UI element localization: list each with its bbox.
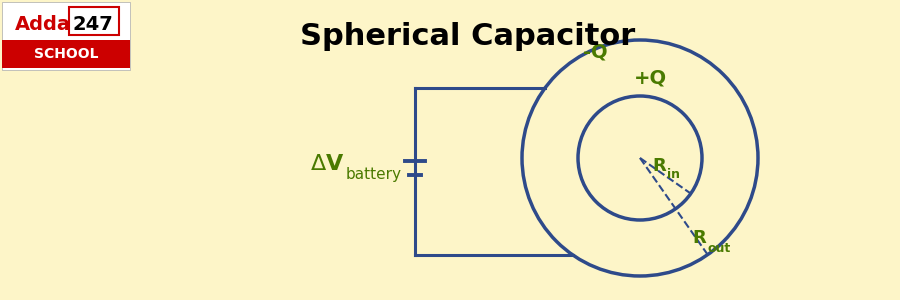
Text: 247: 247 (72, 15, 112, 34)
Text: SCHOOL: SCHOOL (34, 47, 98, 61)
Text: R: R (692, 229, 706, 247)
Text: in: in (667, 167, 680, 181)
Text: +Q: +Q (634, 68, 667, 88)
Text: -Q: -Q (582, 43, 608, 61)
Text: out: out (707, 242, 730, 254)
Text: battery: battery (346, 167, 402, 182)
Text: $\Delta$V: $\Delta$V (310, 154, 345, 174)
Text: Spherical Capacitor: Spherical Capacitor (300, 22, 635, 51)
Text: Adda: Adda (15, 15, 71, 34)
Text: R: R (652, 157, 666, 175)
FancyBboxPatch shape (2, 2, 130, 70)
FancyBboxPatch shape (2, 40, 130, 68)
